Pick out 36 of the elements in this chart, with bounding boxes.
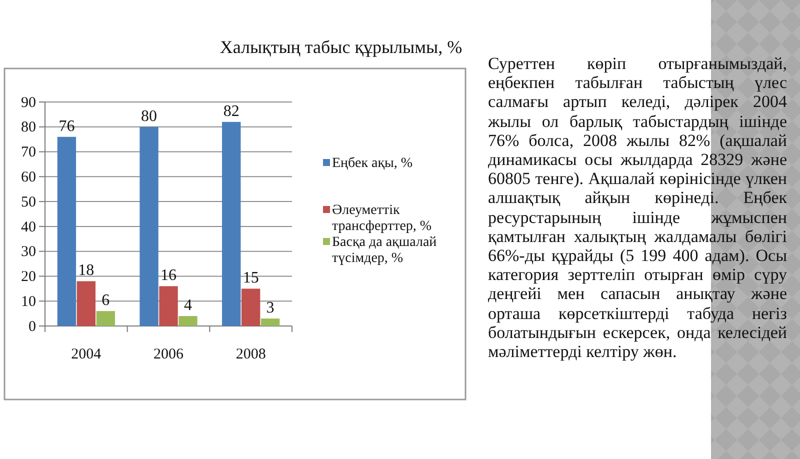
bar (222, 122, 241, 326)
y-tick-label: 30 (21, 244, 36, 260)
y-tick-label: 20 (21, 269, 36, 286)
text: Халықтың табыс құрылымы, % (220, 37, 462, 57)
legend-label: Басқа да ақшалай түсімдер, % (332, 235, 438, 266)
y-tick-label: 70 (21, 144, 36, 161)
legend-label: Әлеуметтік трансферттер, % (332, 203, 432, 234)
y-tick-label: 80 (21, 120, 36, 136)
y-tick-label: 40 (21, 219, 36, 236)
y-tick-label: 10 (21, 294, 36, 310)
bar (57, 136, 76, 326)
data-label: 80 (141, 108, 158, 125)
data-label: 16 (160, 267, 176, 284)
y-tick-label: 0 (28, 318, 36, 335)
y-tick-label: 90 (21, 94, 36, 111)
bar (96, 311, 115, 326)
x-tick-label: 2008 (236, 346, 266, 363)
bar (159, 286, 178, 326)
data-label: 6 (102, 292, 110, 310)
x-tick-label: 2006 (154, 346, 184, 363)
data-label: 3 (266, 300, 274, 317)
bar (241, 288, 260, 326)
data-label: 15 (242, 270, 259, 287)
data-label: 4 (184, 297, 192, 314)
text: Суреттен көріп отырғанымыздай, еңбекпен табылған табыстың үлес салмағы артып келеді, дәлірек 2004 жылы ол барлық табыстардың ішінде 76% болса, 2008 жылы 82% (ақшалай динамикасы осы жылдарда 28329 және 60805 тенге). Ақшалай көрінісінде үлкен алшақтық айқын көрінеді. Еңбек ресурстарының ішінде жұмыспен қамтылған халықтың жалдамалы бөлігі 66%-ды құрайды (5 199 400 адам). Осы категория зерттеліп отырған өмір сүру деңгейі мен сапасын анықтау және орташа көрсеткіштерді табуда негіз болатындығын ескерсек, онда келесідей мәліметтерді келтіру жөн. (488, 54, 787, 362)
bar (260, 318, 280, 326)
x-tick-label: 2004 (71, 346, 102, 363)
bar (140, 126, 158, 326)
y-tick-label: 50 (21, 194, 36, 210)
data-label: 76 (58, 118, 75, 135)
bar (178, 316, 198, 326)
y-tick-label: 60 (21, 169, 36, 186)
legend-label: Еңбек ақы, % (332, 156, 413, 171)
data-label: 82 (223, 102, 240, 120)
bar (76, 281, 96, 326)
data-label: 18 (78, 262, 94, 280)
